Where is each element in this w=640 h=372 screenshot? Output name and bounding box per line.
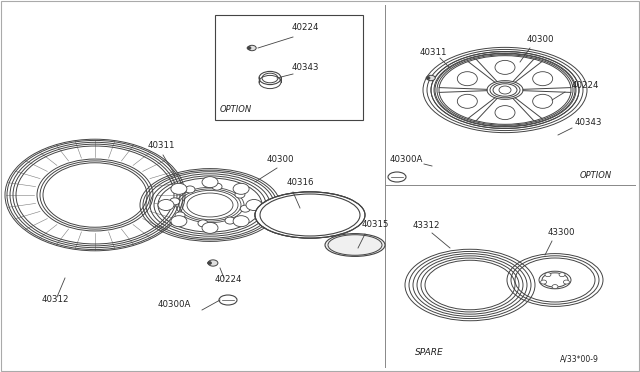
Text: 40312: 40312	[42, 295, 70, 304]
Ellipse shape	[495, 60, 515, 74]
Text: 40343: 40343	[292, 63, 319, 72]
Text: 40316: 40316	[287, 178, 314, 187]
Ellipse shape	[207, 262, 211, 264]
Text: 40343: 40343	[575, 118, 602, 127]
Ellipse shape	[208, 260, 218, 266]
Text: 40311: 40311	[148, 141, 175, 150]
Text: 40224: 40224	[572, 81, 600, 90]
Text: OPTION: OPTION	[580, 171, 612, 180]
Ellipse shape	[559, 273, 565, 277]
FancyBboxPatch shape	[350, 244, 360, 246]
Ellipse shape	[233, 183, 249, 194]
Ellipse shape	[552, 285, 558, 289]
Text: 40224: 40224	[215, 275, 243, 284]
Ellipse shape	[158, 199, 174, 211]
Ellipse shape	[202, 222, 218, 233]
Text: 40300: 40300	[267, 155, 294, 164]
Text: A/33*00-9: A/33*00-9	[560, 355, 599, 364]
Ellipse shape	[247, 46, 251, 49]
Ellipse shape	[235, 191, 245, 198]
Ellipse shape	[248, 45, 256, 51]
Ellipse shape	[545, 273, 551, 277]
Ellipse shape	[171, 216, 187, 227]
Ellipse shape	[541, 280, 547, 284]
Ellipse shape	[255, 192, 365, 238]
Ellipse shape	[458, 94, 477, 108]
Ellipse shape	[325, 234, 385, 256]
Ellipse shape	[458, 72, 477, 86]
FancyBboxPatch shape	[215, 15, 363, 120]
Ellipse shape	[170, 198, 180, 205]
Ellipse shape	[202, 177, 218, 187]
Ellipse shape	[240, 205, 250, 212]
Ellipse shape	[495, 106, 515, 120]
Ellipse shape	[532, 94, 553, 108]
Ellipse shape	[175, 212, 185, 219]
Ellipse shape	[499, 86, 511, 94]
Text: 40300: 40300	[527, 35, 554, 44]
Text: 40224: 40224	[292, 23, 319, 32]
Text: 40311: 40311	[420, 48, 447, 57]
Ellipse shape	[187, 193, 233, 217]
Ellipse shape	[563, 280, 570, 284]
Ellipse shape	[233, 216, 249, 227]
Text: 40315: 40315	[362, 220, 390, 229]
Ellipse shape	[212, 183, 222, 190]
Text: 43300: 43300	[548, 228, 575, 237]
Ellipse shape	[219, 295, 237, 305]
Ellipse shape	[198, 220, 208, 227]
Ellipse shape	[427, 75, 435, 81]
Text: 40300A: 40300A	[158, 300, 191, 309]
Text: 43312: 43312	[413, 221, 440, 230]
Text: OPTION: OPTION	[220, 105, 252, 114]
Ellipse shape	[388, 172, 406, 182]
Ellipse shape	[225, 217, 235, 224]
Ellipse shape	[185, 186, 195, 193]
Text: 40300A: 40300A	[390, 155, 424, 164]
Ellipse shape	[532, 72, 553, 86]
Ellipse shape	[246, 199, 262, 211]
Text: SPARE: SPARE	[415, 348, 444, 357]
Ellipse shape	[171, 183, 187, 194]
Ellipse shape	[426, 77, 430, 80]
